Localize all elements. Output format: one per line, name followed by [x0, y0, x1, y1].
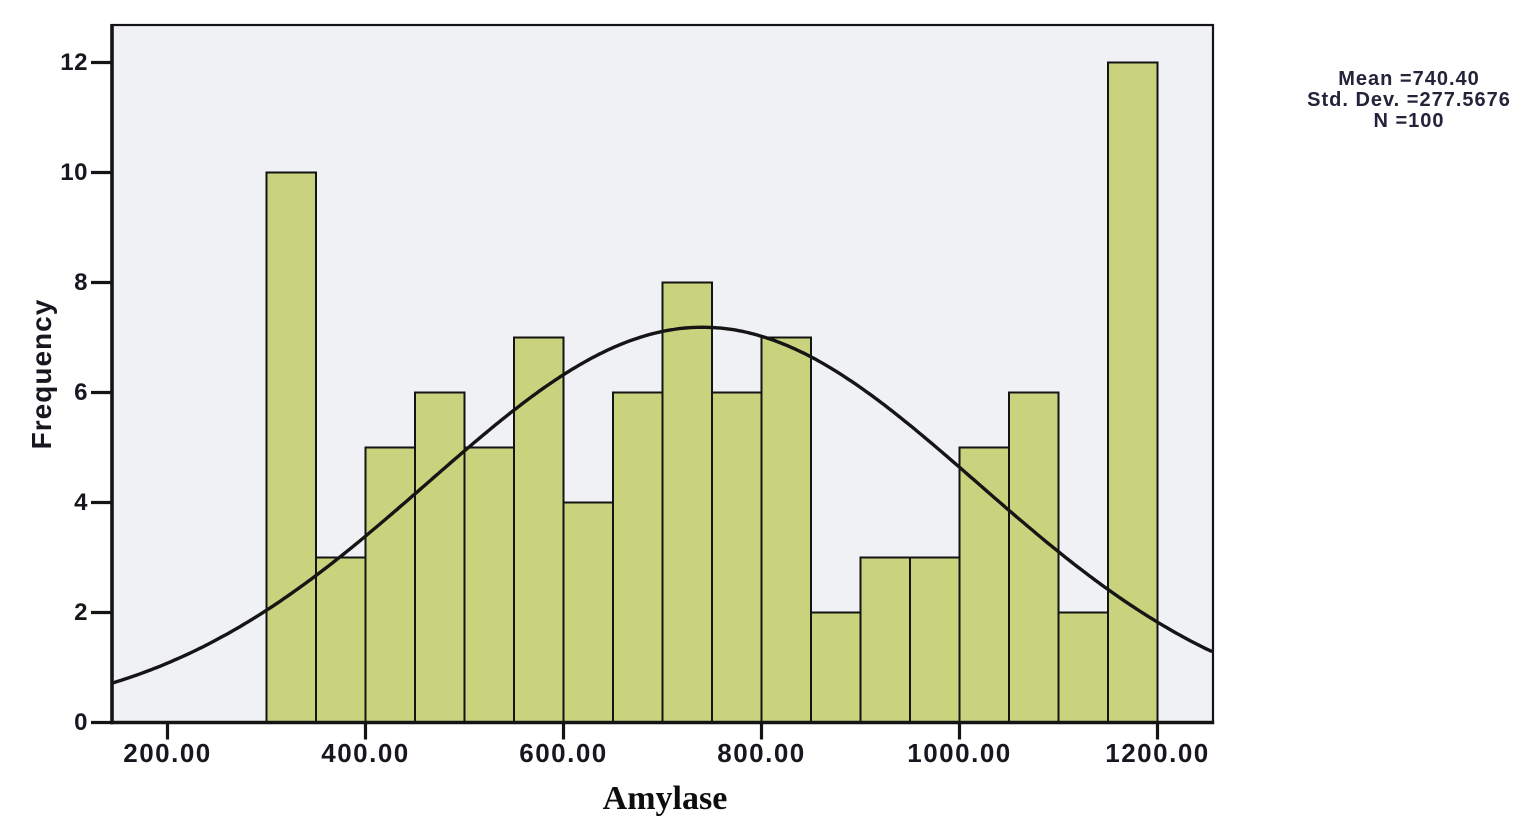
y-tick-label: 10: [60, 158, 88, 186]
y-tick-label: 8: [74, 268, 88, 296]
histogram-bar: [1057, 611, 1109, 724]
histogram-bar: [265, 171, 317, 724]
histogram-bar: [315, 556, 367, 724]
y-tick-label: 12: [60, 48, 88, 76]
histogram-bar: [463, 446, 515, 724]
stats-n: N =100: [1373, 110, 1445, 132]
normal-curve: [112, 325, 1213, 685]
histogram-bar: [909, 556, 961, 724]
histogram-bar: [364, 446, 416, 724]
x-axis-title: Amylase: [602, 780, 728, 817]
histogram-bar: [711, 391, 763, 724]
x-tick-label: 1000.00: [907, 738, 1012, 768]
histogram-bar: [1008, 391, 1060, 724]
histogram-bar: [760, 336, 812, 724]
y-tick-label: 4: [74, 488, 88, 516]
y-axis-title: Frequency: [26, 298, 57, 450]
y-tick-label: 6: [74, 378, 88, 406]
stats-stddev: Std. Dev. =277.5676: [1307, 89, 1511, 111]
x-tick-label: 1200.00: [1105, 738, 1210, 768]
histogram-bar: [612, 391, 664, 724]
histogram-bar: [562, 501, 614, 724]
histogram-bar: [414, 391, 466, 724]
histogram-bar: [859, 556, 911, 724]
histogram-bar: [1107, 61, 1159, 724]
histogram-bar: [958, 446, 1010, 724]
x-tick-label: 200.00: [123, 738, 212, 768]
stats-mean: Mean =740.40: [1338, 68, 1480, 90]
y-tick-label: 0: [74, 708, 88, 736]
x-tick-label: 800.00: [717, 738, 806, 768]
histogram-bar: [513, 336, 565, 724]
stats-box: Mean =740.40 Std. Dev. =277.5676 N =100: [1283, 69, 1534, 132]
x-tick-label: 400.00: [321, 738, 410, 768]
histogram-bar: [661, 281, 713, 724]
histogram-bar: [810, 611, 862, 724]
y-tick-label: 2: [74, 598, 88, 626]
x-tick-label: 600.00: [519, 738, 608, 768]
